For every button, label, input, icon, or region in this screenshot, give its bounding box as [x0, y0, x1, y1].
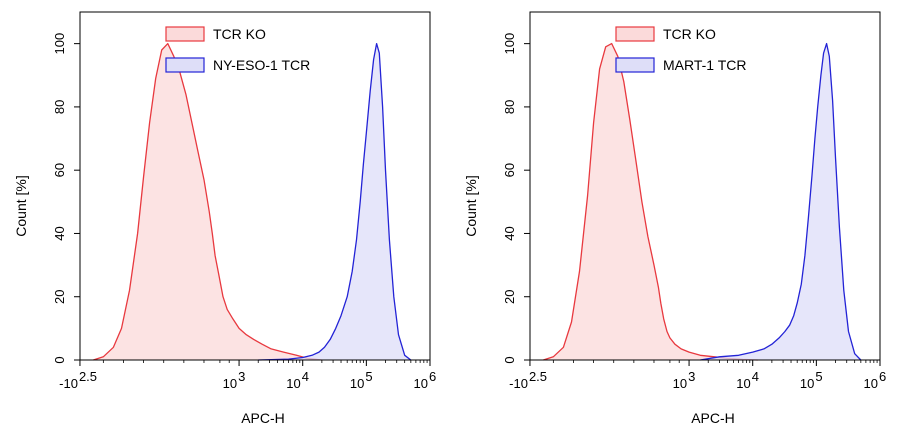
x-tick-label-exp: 6: [429, 369, 436, 384]
legend-label-2: NY-ESO-1 TCR: [213, 57, 310, 73]
x-tick-label-base: 10: [350, 376, 364, 391]
y-axis-label: Count [%]: [463, 175, 479, 236]
plot-frame: [529, 11, 881, 361]
x-tick-label: 10 6: [864, 369, 887, 391]
x-tick-label: -10 2.5: [59, 369, 97, 391]
x-tick-label: 10 5: [350, 369, 373, 391]
legend-label-1: TCR KO: [213, 26, 266, 42]
x-tick-label-base: 10: [736, 376, 750, 391]
x-tick-label: 10 3: [223, 369, 246, 391]
x-tick-label-base: 10: [414, 376, 428, 391]
plot-frame: [79, 11, 431, 361]
x-axis-label: APC-H: [691, 410, 735, 426]
legend: TCR KO NY-ESO-1 TCR: [165, 26, 310, 73]
legend-swatch-1: [615, 26, 655, 42]
legend-label-1: TCR KO: [663, 26, 716, 42]
series-area-1: [543, 43, 758, 360]
y-tick-label: 60: [502, 163, 517, 177]
series-line-1: [93, 42, 322, 361]
x-tick-label-exp: 6: [879, 369, 886, 384]
x-tick-label: 10 5: [800, 369, 823, 391]
series-line-2: [700, 42, 862, 361]
x-tick-label-exp: 2.5: [79, 369, 97, 384]
y-axis-label: Count [%]: [13, 175, 29, 236]
y-tick-label: 100: [52, 33, 67, 55]
y-tick-label: 80: [502, 100, 517, 114]
x-tick-label-exp: 3: [238, 369, 245, 384]
x-tick-label: 10 4: [736, 369, 759, 391]
y-tick-label: 60: [52, 163, 67, 177]
x-tick-label: 10 6: [414, 369, 437, 391]
x-tick-label-exp: 4: [302, 369, 309, 384]
x-tick-label-exp: 5: [815, 369, 822, 384]
legend: TCR KO MART-1 TCR: [615, 26, 747, 73]
x-tick-label-exp: 2.5: [529, 369, 547, 384]
y-tick-label: 40: [52, 226, 67, 240]
x-tick-label-exp: 5: [365, 369, 372, 384]
x-tick-label-base: 10: [286, 376, 300, 391]
x-tick-label-base: 10: [864, 376, 878, 391]
y-tick-label: 80: [52, 100, 67, 114]
x-tick-label: 10 3: [673, 369, 696, 391]
series-area-2: [700, 43, 861, 360]
y-tick-label: 0: [52, 356, 67, 363]
x-tick-label-exp: 4: [752, 369, 759, 384]
x-tick-label-base: 10: [223, 376, 237, 391]
y-tick-label: 40: [502, 226, 517, 240]
y-tick-label: 0: [502, 356, 517, 363]
x-axis-label: APC-H: [241, 410, 285, 426]
x-tick-label-base: 10: [800, 376, 814, 391]
x-tick-label-base: -10: [59, 376, 78, 391]
series-line-1: [543, 42, 758, 361]
x-tick-label-base: 10: [673, 376, 687, 391]
series-area-2: [258, 43, 411, 360]
legend-swatch-2: [165, 57, 205, 73]
x-tick-label-exp: 3: [688, 369, 695, 384]
series-line-2: [258, 42, 412, 361]
y-tick-label: 20: [52, 289, 67, 303]
legend-swatch-1: [165, 26, 205, 42]
legend-swatch-2: [615, 57, 655, 73]
x-tick-label: -10 2.5: [509, 369, 547, 391]
y-tick-label: 100: [502, 33, 517, 55]
x-tick-label: 10 4: [286, 369, 309, 391]
x-tick-label-base: -10: [509, 376, 528, 391]
y-tick-label: 20: [502, 289, 517, 303]
legend-label-2: MART-1 TCR: [663, 57, 747, 73]
